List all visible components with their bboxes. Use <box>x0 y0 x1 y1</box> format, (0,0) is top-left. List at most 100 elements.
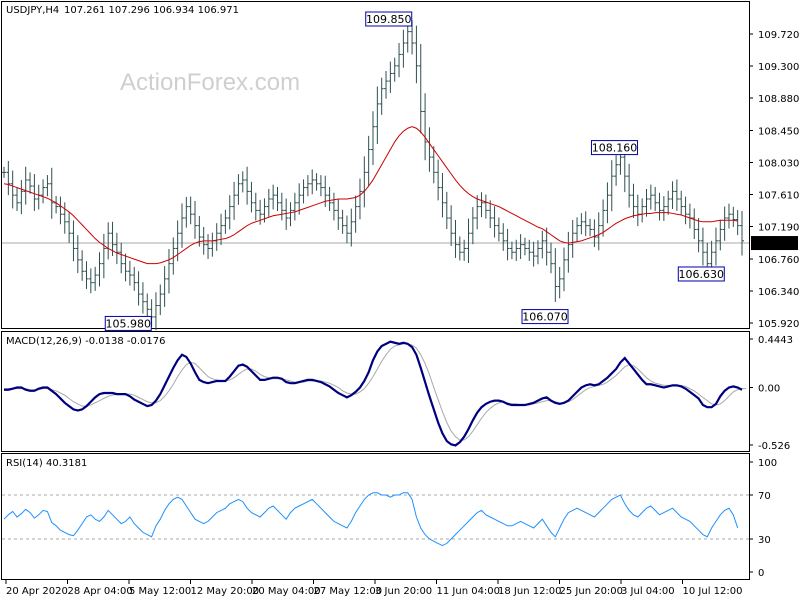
rsi-axis-label: 100 <box>758 458 777 469</box>
price-bar <box>93 266 98 291</box>
watermark: ActionForex.com <box>120 69 300 96</box>
price-bar <box>696 218 701 253</box>
price-bar <box>535 240 540 265</box>
price-bar <box>444 191 449 229</box>
price-extreme-label: 105.980 <box>104 315 152 331</box>
price-bar <box>449 205 454 247</box>
price-bar <box>718 219 723 251</box>
price-bar <box>119 242 124 274</box>
price-label-text: 106.070 <box>522 311 568 324</box>
macd-axis-label: 0.00 <box>758 384 780 395</box>
rsi-axis-label: 70 <box>758 491 771 502</box>
price-bar <box>297 183 302 215</box>
price-bar <box>10 170 15 209</box>
price-bar <box>127 260 132 286</box>
price-bar <box>601 199 606 237</box>
axis-layer: 109.720 109.300 108.880 108.450 108.030 107.6… <box>5 30 799 597</box>
price-bar <box>544 227 549 266</box>
price-bar <box>379 77 384 115</box>
price-label-text: 105.980 <box>106 317 152 330</box>
price-bar <box>327 186 332 212</box>
price-bar <box>418 43 423 134</box>
price-bar <box>496 217 501 242</box>
price-bar <box>331 192 336 221</box>
price-bar <box>275 186 280 212</box>
price-bar <box>158 284 163 316</box>
price-bar <box>479 192 484 218</box>
macd-series-layer <box>4 340 747 447</box>
price-bar <box>483 194 488 219</box>
price-bar <box>596 212 601 251</box>
price-bar <box>713 227 718 266</box>
price-bar <box>23 166 28 205</box>
price-bar <box>583 211 588 237</box>
price-bar <box>132 266 137 291</box>
price-extreme-label: 109.850 <box>365 11 413 27</box>
price-bar <box>401 29 406 68</box>
price-bar <box>726 203 731 229</box>
price-bar <box>49 167 54 219</box>
price-bar <box>466 218 471 264</box>
price-bar <box>475 195 480 230</box>
price-pane[interactable] <box>1 1 750 329</box>
time-axis-label: 5 May 12:00 <box>129 586 191 597</box>
price-bar <box>557 267 562 299</box>
time-axis-label: 11 Jun 04:00 <box>437 586 501 597</box>
price-bar <box>431 146 436 184</box>
price-extreme-label: 106.630 <box>677 266 725 282</box>
price-bar <box>609 160 614 212</box>
time-axis-label: 3 Jul 04:00 <box>621 586 675 597</box>
price-bar <box>288 202 293 227</box>
price-bar <box>514 239 519 261</box>
price-bar <box>193 200 198 239</box>
price-bar <box>488 200 493 229</box>
price-bar <box>453 219 458 258</box>
macd-axis-label: -0.526 <box>758 441 790 452</box>
price-bar <box>700 227 705 266</box>
price-bar <box>67 212 72 243</box>
price-bar <box>648 184 653 210</box>
moving-average-line <box>3 126 738 265</box>
price-bar <box>540 230 545 259</box>
price-bar <box>305 175 310 197</box>
rsi-axis-label: 30 <box>758 535 771 546</box>
macd-title: MACD(12,26,9) -0.0138 -0.0176 <box>6 336 166 347</box>
price-bar <box>71 220 76 262</box>
price-bar <box>679 190 684 215</box>
price-bar <box>674 179 679 211</box>
price-bar <box>605 182 610 224</box>
rsi-line <box>3 492 739 547</box>
price-bar <box>318 175 323 197</box>
price-bar <box>353 195 358 233</box>
price-bar <box>666 190 671 215</box>
price-bar <box>140 282 145 314</box>
time-axis-label: 20 Apr 2020 <box>6 586 68 597</box>
price-axis-label: 105.920 <box>758 319 799 330</box>
time-axis-label: 3 Jun 20:00 <box>375 586 432 597</box>
price-bar <box>136 271 141 306</box>
price-bar <box>683 196 688 225</box>
price-bar <box>740 211 744 256</box>
price-bar <box>722 206 727 241</box>
price-bar <box>531 241 536 267</box>
rsi-title: RSI(14) 40.3181 <box>6 458 87 469</box>
price-bar <box>162 266 167 307</box>
time-axis-label: 20 May 04:00 <box>252 586 321 597</box>
price-bar <box>522 237 527 256</box>
price-bar <box>548 242 553 274</box>
macd-pane[interactable] <box>1 331 750 452</box>
price-bar <box>527 239 532 261</box>
price-bar <box>505 228 510 261</box>
rsi-axis-label: 0 <box>758 568 764 579</box>
time-axis-label: 25 Jun 20:00 <box>560 586 624 597</box>
price-bar <box>592 219 597 248</box>
price-bar <box>553 248 558 303</box>
price-axis-label: 107.190 <box>758 222 799 233</box>
macd-main-line <box>4 340 743 447</box>
rsi-pane[interactable] <box>1 453 750 580</box>
price-bar <box>62 202 67 234</box>
price-label-text: 108.160 <box>592 142 638 155</box>
time-axis-label: 28 Apr 04:00 <box>68 586 133 597</box>
price-bar <box>375 86 380 145</box>
time-axis-label: 10 Jul 12:00 <box>683 586 743 597</box>
